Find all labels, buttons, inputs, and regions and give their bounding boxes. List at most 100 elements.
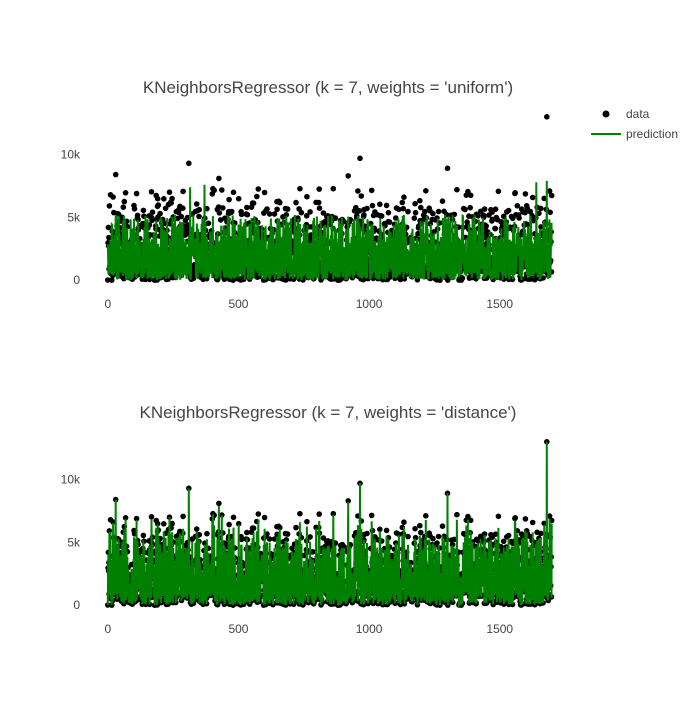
data-point [320,210,327,216]
data-point [412,209,419,216]
data-point [297,185,303,192]
data-point [120,204,127,210]
data-point [157,210,163,217]
data-point [422,208,428,215]
data-point [547,209,553,216]
data-point [250,525,257,531]
data-point [110,194,116,200]
data-point [495,513,502,520]
data-point [361,212,367,218]
data-point [277,199,283,206]
data-point [149,209,156,215]
data-point [527,276,534,282]
data-point [430,535,436,542]
data-point [261,189,268,196]
data-point [140,207,147,214]
data-point [369,202,376,209]
subplot-2: KNeighborsRegressor (k = 7, weights = 'd… [61,403,555,636]
data-point [396,206,402,213]
data-point [444,165,451,172]
data-point [368,512,375,519]
data-point [204,530,210,537]
data-point [155,202,162,208]
data-point [495,188,502,195]
prediction-line [106,180,553,281]
data-point [133,190,140,197]
data-point [186,160,192,167]
data-point [250,200,257,206]
data-point [303,213,310,219]
data-point [364,205,370,212]
data-point [304,518,310,525]
data-point [393,215,399,221]
data-point [355,188,361,194]
data-point [430,210,436,217]
data-point [106,203,113,209]
data-point [148,514,155,520]
data-point [538,205,544,212]
data-point [193,201,200,207]
data-point [459,275,466,282]
data-point [512,515,518,521]
legend-item-data[interactable]: data [602,107,650,121]
data-point [255,186,262,192]
data-point [505,207,512,214]
data-point [255,511,262,517]
data-point [524,221,531,228]
data-point [357,155,363,162]
data-point [105,224,112,231]
data-point [112,171,119,178]
data-point [109,277,115,283]
data-point [423,188,429,194]
data-point [492,206,499,212]
data-point [168,200,174,206]
data-point [439,198,446,204]
data-point [264,206,270,212]
data-point [205,220,212,227]
data-point [405,533,411,540]
data-point [434,540,440,546]
data-point [383,202,390,209]
subplot-title: KNeighborsRegressor (k = 7, weights = 'd… [140,403,517,422]
legend-item-prediction[interactable]: prediction [591,127,678,141]
data-point [492,225,499,232]
data-point [244,204,250,211]
data-point [415,230,421,237]
data-point [377,201,383,208]
data-point [439,523,446,529]
data-point [544,114,550,120]
data-point [196,213,202,220]
data-point [454,186,460,193]
data-point [541,195,547,202]
data-point [529,519,536,526]
data-point [271,211,278,217]
data-point [383,527,390,534]
data-point [106,234,112,241]
data-point [418,204,424,211]
x-tick-label: 500 [228,622,248,636]
data-point [215,204,222,210]
y-tick-label: 5k [67,210,81,224]
data-point [316,186,323,192]
data-point [412,200,418,207]
x-tick-label: 500 [228,297,248,311]
data-point [216,500,222,507]
legend[interactable]: data prediction [591,107,678,141]
data-point [298,209,305,216]
data-point [253,193,260,200]
data-point [548,192,555,199]
data-point [417,522,423,529]
data-point [400,205,407,212]
data-point [418,529,424,536]
data-point [184,214,191,221]
data-point [216,175,222,182]
data-point [423,513,429,519]
data-point [244,211,251,218]
data-point [315,199,322,206]
data-point [230,514,237,521]
data-point [180,513,186,520]
data-point [121,198,128,205]
data-point [166,189,173,195]
data-point [330,185,337,192]
data-point [193,526,200,532]
